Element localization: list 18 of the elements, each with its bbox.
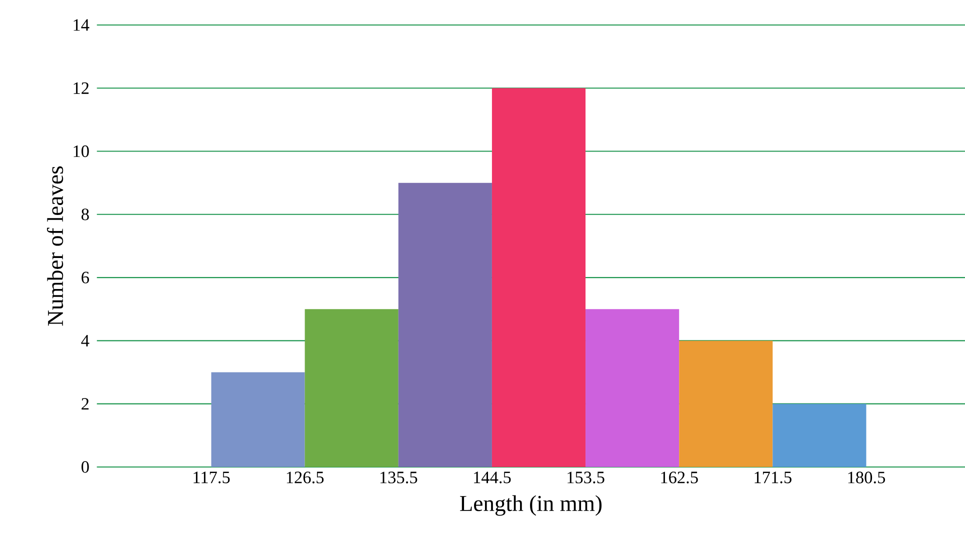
y-tick-label: 14 xyxy=(74,19,90,31)
y-tick-label: 6 xyxy=(82,272,90,284)
y-tick-label: 8 xyxy=(82,208,89,220)
y-tick-label: 4 xyxy=(81,335,90,346)
x-axis-title: Length (in mm) xyxy=(460,495,602,516)
y-axis-title: Number of leaves xyxy=(46,166,64,326)
x-tick-label: 117.5 xyxy=(194,472,230,484)
x-tick-label: 135.5 xyxy=(380,472,418,484)
x-tick-label: 153.5 xyxy=(568,472,604,484)
y-tick-label: 10 xyxy=(74,145,89,158)
x-tick-label: 144.5 xyxy=(474,472,511,484)
y-tick-label: 2 xyxy=(82,398,89,410)
x-tick-label: 162.5 xyxy=(661,472,698,484)
y-tick-label: 12 xyxy=(74,82,89,94)
x-tick-label: 126.5 xyxy=(286,472,324,484)
y-tick-label: 0 xyxy=(82,461,89,473)
x-tick-label: 180.5 xyxy=(848,472,886,484)
x-tick-label: 171.5 xyxy=(754,472,792,484)
